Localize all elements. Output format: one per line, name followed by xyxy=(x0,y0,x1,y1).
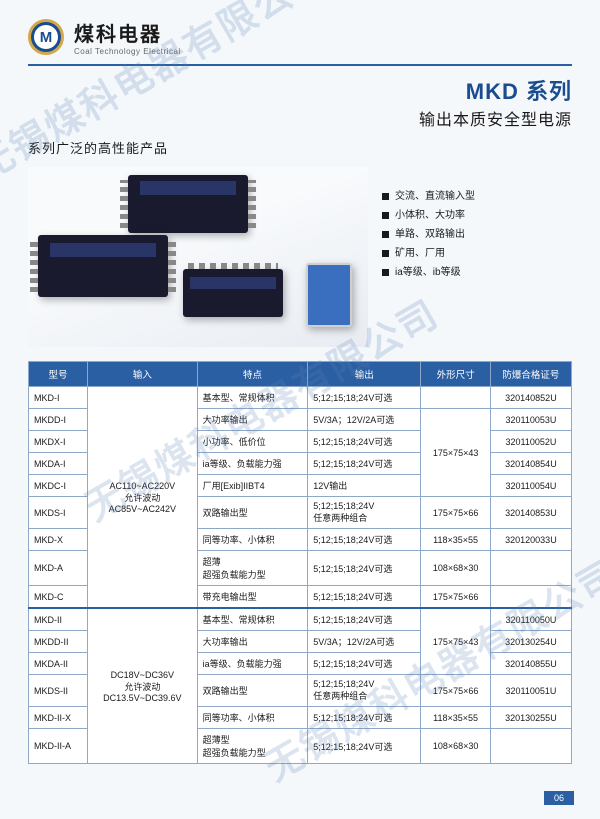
cell-size: 118×35×55 xyxy=(421,707,490,729)
cell-output: 5;12;15;18;24V可选 xyxy=(308,551,421,586)
cell-feature: 大功率输出 xyxy=(197,409,308,431)
feature-item: 小体积、大功率 xyxy=(382,206,572,225)
cell-cert: 320140854U xyxy=(490,453,571,475)
table-header: 外形尺寸 xyxy=(421,362,490,387)
cell-size: 108×68×30 xyxy=(421,551,490,586)
cell-model: MKD-II-A xyxy=(29,729,88,764)
cell-output: 5;12;15;18;24V可选 xyxy=(308,586,421,609)
brand-name-cn: 煤科电器 xyxy=(74,18,181,47)
cell-size: 175×75×43 xyxy=(421,608,490,675)
cell-output: 5;12;15;18;24V可选 xyxy=(308,431,421,453)
cell-model: MKD-II-X xyxy=(29,707,88,729)
cell-input: AC110~AC220V允许波动AC85V~AC242V xyxy=(87,387,197,609)
cell-output: 5V/3A；12V/2A可选 xyxy=(308,631,421,653)
cell-cert: 320140853U xyxy=(490,497,571,529)
cell-cert: 320110052U xyxy=(490,431,571,453)
cell-feature: 超薄超强负载能力型 xyxy=(197,551,308,586)
table-header: 防爆合格证号 xyxy=(490,362,571,387)
cell-size: 108×68×30 xyxy=(421,729,490,764)
cell-output: 5;12;15;18;24V可选 xyxy=(308,729,421,764)
cell-output: 5;12;15;18;24V任意两种组合 xyxy=(308,675,421,707)
cell-size: 175×75×66 xyxy=(421,586,490,609)
cell-feature: 带充电输出型 xyxy=(197,586,308,609)
feature-item: 矿用、厂用 xyxy=(382,244,572,263)
cell-output: 5;12;15;18;24V可选 xyxy=(308,453,421,475)
table-row: MKD-IIDC18V~DC36V允许波动DC13.5V~DC39.6V基本型、… xyxy=(29,608,572,631)
cell-model: MKD-X xyxy=(29,529,88,551)
feature-item: 单路、双路输出 xyxy=(382,225,572,244)
cell-model: MKDS-I xyxy=(29,497,88,529)
cell-cert: 320140852U xyxy=(490,387,571,409)
brand-header: M 煤科电器 Coal Technology Electrical xyxy=(28,18,572,56)
cell-cert xyxy=(490,729,571,764)
cell-output: 5V/3A；12V/2A可选 xyxy=(308,409,421,431)
product-image-area xyxy=(28,167,368,347)
cell-model: MKDA-II xyxy=(29,653,88,675)
cell-model: MKD-II xyxy=(29,608,88,631)
cell-size: 175×75×66 xyxy=(421,675,490,707)
cell-output: 5;12;15;18;24V可选 xyxy=(308,529,421,551)
cell-model: MKD-I xyxy=(29,387,88,409)
cell-feature: 基本型、常规体积 xyxy=(197,608,308,631)
cell-output: 5;12;15;18;24V可选 xyxy=(308,707,421,729)
feature-item: ia等级、ib等级 xyxy=(382,263,572,282)
cell-model: MKDA-I xyxy=(29,453,88,475)
cell-model: MKD-C xyxy=(29,586,88,609)
cell-feature: 同等功率、小体积 xyxy=(197,707,308,729)
cell-feature: 厂用[Exib]IIBT4 xyxy=(197,475,308,497)
cell-cert: 320120033U xyxy=(490,529,571,551)
tagline: 系列广泛的高性能产品 xyxy=(28,138,572,157)
cell-model: MKDS-II xyxy=(29,675,88,707)
header-divider xyxy=(28,64,572,66)
table-header: 输入 xyxy=(87,362,197,387)
cell-size: 175×75×66 xyxy=(421,497,490,529)
cell-output: 5;12;15;18;24V可选 xyxy=(308,608,421,631)
series-title: MKD 系列 xyxy=(28,74,572,106)
cell-size: 175×75×43 xyxy=(421,409,490,497)
cell-feature: ia等级、负载能力强 xyxy=(197,653,308,675)
cell-model: MKDD-II xyxy=(29,631,88,653)
cell-cert xyxy=(490,586,571,609)
cell-size xyxy=(421,387,490,409)
cell-feature: 超薄型超强负载能力型 xyxy=(197,729,308,764)
cell-model: MKDD-I xyxy=(29,409,88,431)
cell-feature: 大功率输出 xyxy=(197,631,308,653)
cell-input: DC18V~DC36V允许波动DC13.5V~DC39.6V xyxy=(87,608,197,764)
cell-model: MKD-A xyxy=(29,551,88,586)
cell-size: 118×35×55 xyxy=(421,529,490,551)
brand-name-en: Coal Technology Electrical xyxy=(74,47,181,56)
cell-cert: 320140855U xyxy=(490,653,571,675)
cell-cert: 320110051U xyxy=(490,675,571,707)
cell-cert xyxy=(490,551,571,586)
logo-letter: M xyxy=(34,25,58,49)
cell-model: MKDX-I xyxy=(29,431,88,453)
table-header: 特点 xyxy=(197,362,308,387)
cell-feature: 小功率、低价位 xyxy=(197,431,308,453)
cell-feature: ia等级、负载能力强 xyxy=(197,453,308,475)
cell-cert: 320130255U xyxy=(490,707,571,729)
cell-cert: 320130254U xyxy=(490,631,571,653)
table-header: 输出 xyxy=(308,362,421,387)
cell-cert: 320110054U xyxy=(490,475,571,497)
cell-feature: 双路输出型 xyxy=(197,675,308,707)
cell-model: MKDC-I xyxy=(29,475,88,497)
spec-table: 型号输入特点输出外形尺寸防爆合格证号 MKD-IAC110~AC220V允许波动… xyxy=(28,361,572,764)
page-number: 06 xyxy=(544,791,574,805)
logo-icon: M xyxy=(28,19,64,55)
cell-feature: 基本型、常规体积 xyxy=(197,387,308,409)
cell-feature: 同等功率、小体积 xyxy=(197,529,308,551)
cell-cert: 320110050U xyxy=(490,608,571,631)
series-subtitle: 输出本质安全型电源 xyxy=(28,106,572,130)
table-row: MKD-IAC110~AC220V允许波动AC85V~AC242V基本型、常规体… xyxy=(29,387,572,409)
cell-feature: 双路输出型 xyxy=(197,497,308,529)
cell-cert: 320110053U xyxy=(490,409,571,431)
feature-item: 交流、直流输入型 xyxy=(382,187,572,206)
cell-output: 12V输出 xyxy=(308,475,421,497)
cell-output: 5;12;15;18;24V可选 xyxy=(308,653,421,675)
table-header: 型号 xyxy=(29,362,88,387)
cell-output: 5;12;15;18;24V任意两种组合 xyxy=(308,497,421,529)
cell-output: 5;12;15;18;24V可选 xyxy=(308,387,421,409)
feature-list: 交流、直流输入型小体积、大功率单路、双路输出矿用、厂用ia等级、ib等级 xyxy=(382,167,572,347)
